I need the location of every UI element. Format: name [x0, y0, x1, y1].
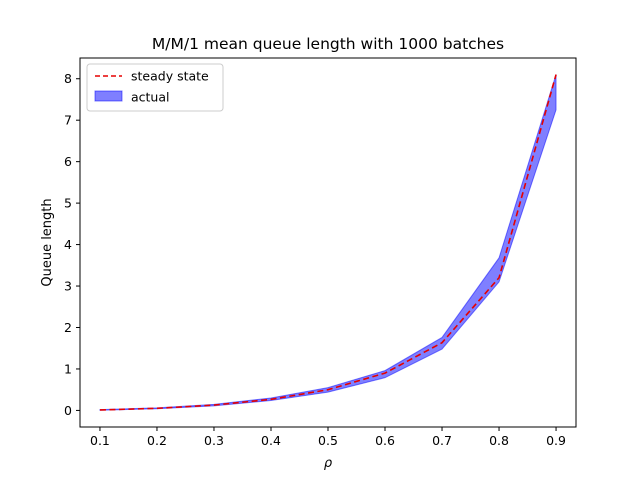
y-tick-label: 2 [64, 320, 72, 335]
y-axis: 0 1 2 3 4 5 6 7 8 [64, 71, 80, 418]
y-tick-label: 7 [64, 113, 72, 128]
x-axis-label: ρ [324, 456, 333, 471]
legend-steady-state-label: steady state [131, 69, 209, 84]
legend-actual-swatch [94, 90, 123, 102]
y-tick-label: 0 [64, 403, 72, 418]
y-tick-label: 4 [64, 237, 72, 252]
x-tick-label: 0.5 [318, 433, 338, 448]
x-tick-label: 0.8 [489, 433, 509, 448]
steady-state-line [99, 74, 557, 411]
y-tick-label: 5 [64, 196, 72, 211]
y-tick-label: 3 [64, 279, 72, 294]
y-axis-label: Queue length [40, 198, 55, 286]
x-tick-label: 0.6 [375, 433, 395, 448]
x-tick-label: 0.4 [261, 433, 281, 448]
plot-area [99, 74, 557, 411]
x-tick-label: 0.1 [90, 433, 110, 448]
legend-actual-label: actual [131, 90, 170, 105]
x-tick-label: 0.3 [204, 433, 224, 448]
y-tick-label: 1 [64, 361, 72, 376]
legend: steady state actual [86, 63, 224, 112]
y-tick-label: 8 [64, 71, 72, 86]
chart-title: M/M/1 mean queue length with 1000 batche… [152, 35, 504, 53]
x-tick-label: 0.7 [432, 433, 452, 448]
y-tick-label: 6 [64, 154, 72, 169]
x-tick-label: 0.2 [147, 433, 167, 448]
x-tick-label: 0.9 [546, 433, 566, 448]
x-axis: 0.1 0.2 0.3 0.4 0.5 0.6 0.7 0.8 0.9 [90, 427, 566, 448]
